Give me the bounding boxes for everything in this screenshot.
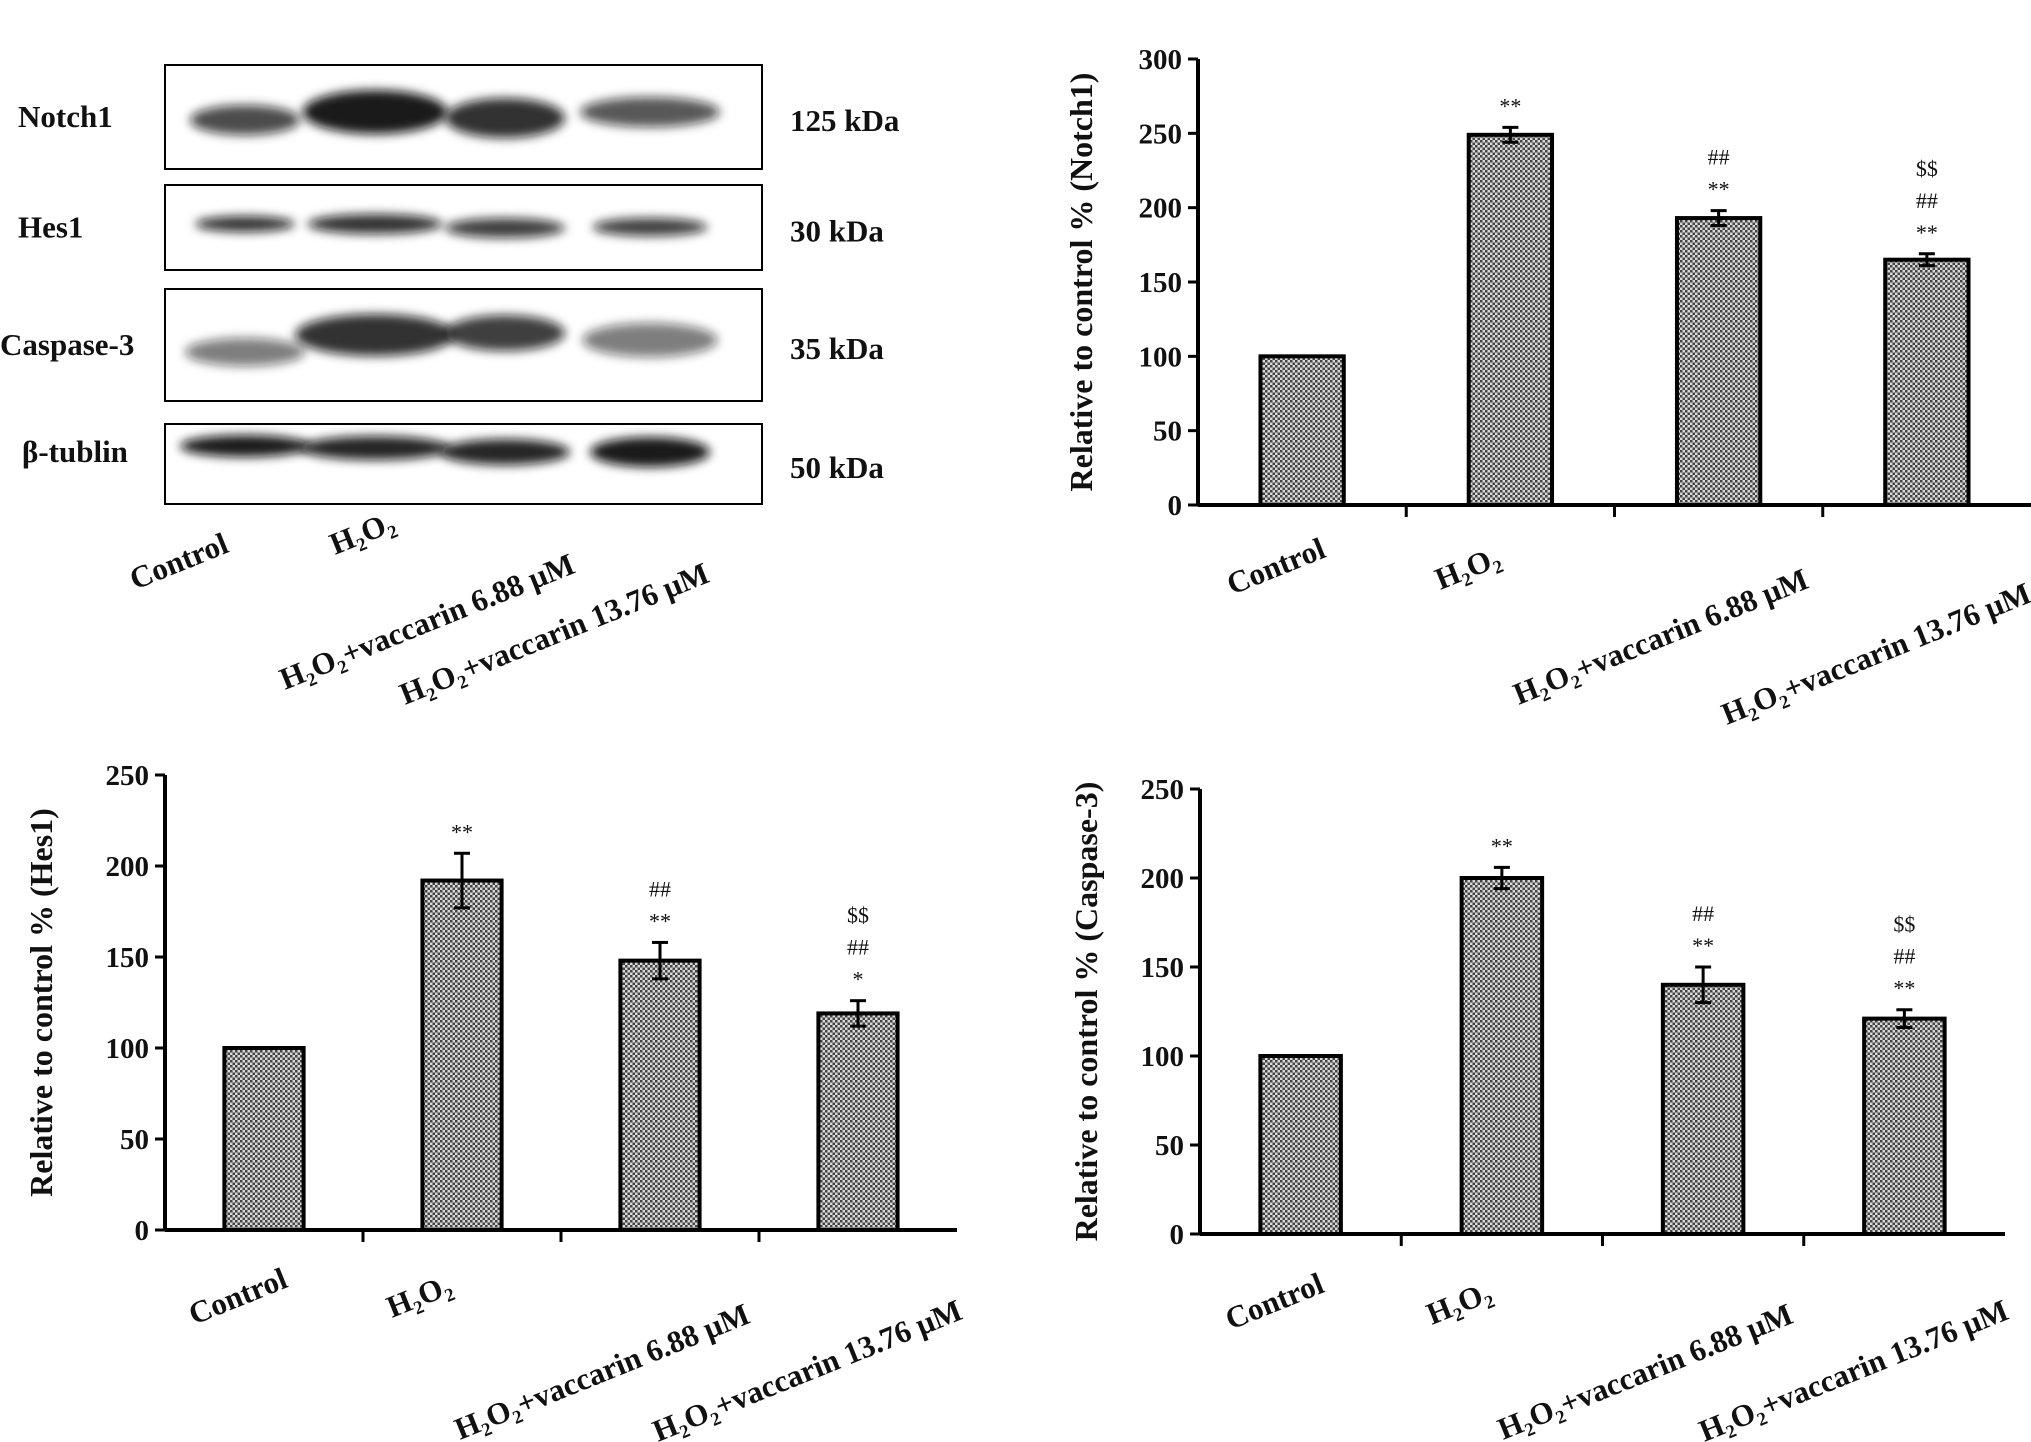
notch1-bar-chart: 0 50 100 150 200 250 300 Relative to control % … [1063,44,2031,731]
bar [1258,1054,1343,1236]
significance-marker: ## [1692,901,1714,926]
y-axis-label: Relative to control % (Caspase-3) [1068,782,1104,1242]
y-tick-label: 200 [1141,863,1185,895]
molecular-weight-label: 50 kDa [790,450,884,485]
protein-band [307,214,443,234]
significance-marker: ## [1893,944,1915,969]
hes1-bar-chart: 0 50 100 150 200 250 Relative to control % (He… [23,760,967,1442]
bar [1466,132,1555,507]
y-tick-label: 150 [1141,952,1185,984]
significance-marker: $$ [847,903,869,928]
x-tick-label: Control [1222,530,1331,601]
significance-marker: $$ [1893,912,1915,937]
bar [222,1046,306,1232]
significance-marker: ** [649,908,671,933]
significance-marker: ** [1491,833,1513,858]
protein-band [582,323,718,357]
protein-band [185,338,305,366]
y-axis-label: Relative to control % (Notch1) [1063,73,1099,492]
bar [1660,982,1746,1236]
y-tick-label: 50 [1155,1130,1184,1162]
significance-marker: ** [1893,976,1915,1001]
protein-band [445,218,565,238]
y-tick-label: 100 [106,1033,150,1065]
y-tick-label: 0 [135,1215,150,1247]
y-tick-label: 250 [106,760,150,792]
y-tick-label: 200 [1139,193,1183,225]
bar [816,1011,900,1232]
significance-marker: ** [1499,93,1521,118]
bar [1674,216,1763,507]
y-tick-label: 150 [1139,267,1183,299]
y-tick-label: 250 [1141,774,1185,806]
significance-marker: ## [1708,145,1730,170]
bar [618,958,702,1232]
significance-marker: * [853,967,864,992]
y-tick-label: 150 [106,942,150,974]
protein-band [445,98,565,138]
molecular-weight-label: 125 kDa [790,103,900,138]
protein-band [592,218,708,236]
protein-label: β-tublin [22,434,128,469]
significance-marker: ## [1916,188,1938,213]
protein-band [195,216,295,232]
protein-band [300,436,450,460]
y-tick-label: 0 [1170,1219,1185,1251]
bar [1883,257,1971,508]
x-tick-label: Control [184,1260,293,1331]
protein-label: Hes1 [18,210,83,245]
y-tick-label: 100 [1141,1041,1185,1073]
y-tick-label: 0 [1168,490,1183,522]
protein-band [180,435,310,457]
protein-band [190,105,300,135]
significance-marker: ## [847,935,869,960]
protein-label: Caspase-3 [0,327,134,362]
significance-marker: ** [1708,177,1730,202]
protein-label: Notch1 [18,99,113,134]
x-tick-label: H₂O₂ [1430,539,1505,596]
lane-label: Control [125,525,234,596]
caspase3-bar-chart: 0 50 100 150 200 250 Relative to control % (Ca… [1068,774,2013,1442]
significance-marker: ** [451,819,473,844]
protein-band [580,97,720,127]
y-axis-label: Relative to control % (Hes1) [23,808,59,1197]
protein-band [590,437,710,467]
molecular-weight-label: 30 kDa [790,214,884,249]
western-blot-panel: Notch1 125 kDa Hes1 30 kDa Caspase-3 35 kDa β-… [0,64,900,711]
y-tick-label: 100 [1139,341,1183,373]
significance-marker: ** [1916,220,1938,245]
y-tick-label: 300 [1139,44,1183,76]
protein-band [295,314,455,356]
y-tick-label: 200 [106,851,150,883]
bar [1459,876,1545,1236]
significance-marker: ** [1692,933,1714,958]
bar [1862,1016,1947,1236]
protein-band [440,439,570,465]
y-tick-label: 50 [120,1124,149,1156]
x-tick-label: H₂O₂ [382,1267,457,1324]
lane-label: H₂O₂ [325,504,400,561]
bar [420,878,504,1232]
y-tick-label: 250 [1139,118,1183,150]
protein-band [302,90,448,134]
bar [1258,354,1346,508]
protein-band [445,315,565,351]
molecular-weight-label: 35 kDa [790,331,884,366]
x-tick-label: Control [1220,1265,1329,1336]
significance-marker: $$ [1916,156,1938,181]
significance-marker: ## [649,876,671,901]
x-tick-label: H₂O₂ [1421,1274,1496,1331]
y-tick-label: 50 [1153,416,1182,448]
